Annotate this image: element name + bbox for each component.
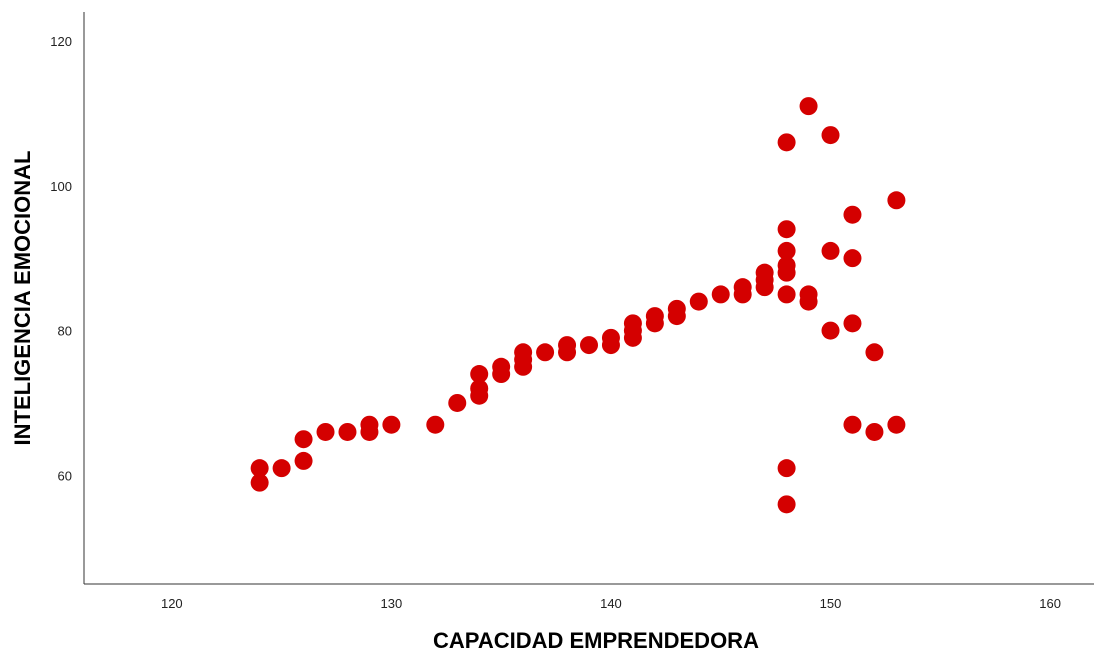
x-tick-label: 160 (1039, 596, 1061, 611)
data-point (645, 314, 664, 333)
data-point (272, 459, 291, 478)
data-point (294, 430, 313, 449)
x-tick-label: 140 (600, 596, 622, 611)
data-point (777, 263, 796, 282)
y-tick-label: 80 (58, 324, 72, 339)
data-point (777, 459, 796, 478)
data-point (865, 343, 884, 362)
data-point (338, 422, 357, 441)
data-point (843, 249, 862, 268)
data-point (558, 343, 577, 362)
data-point (711, 285, 730, 304)
y-tick-label: 100 (50, 179, 72, 194)
x-tick-labels: 120 130 140 150 160 (161, 596, 1061, 611)
data-point (601, 336, 620, 355)
data-point (250, 459, 269, 478)
data-point (733, 285, 752, 304)
data-point (843, 415, 862, 434)
data-point (799, 97, 818, 116)
data-point (580, 336, 598, 355)
data-point (623, 328, 642, 347)
x-axis-title: CAPACIDAD EMPRENDEDORA (433, 628, 759, 651)
data-point (514, 357, 533, 376)
y-tick-label: 120 (50, 34, 72, 49)
data-point (470, 386, 489, 405)
data-point (250, 473, 269, 492)
data-point (777, 285, 796, 304)
axes (83, 12, 1094, 585)
data-point (689, 292, 708, 311)
data-point (777, 241, 796, 260)
x-tick-label: 120 (161, 596, 183, 611)
data-point (887, 415, 906, 434)
x-tick-label: 130 (381, 596, 403, 611)
y-tick-label: 60 (58, 468, 72, 483)
data-point (821, 321, 840, 340)
data-point (777, 220, 796, 239)
data-point (492, 365, 511, 384)
data-point (777, 495, 796, 514)
data-point (470, 365, 489, 384)
data-point (382, 415, 401, 434)
data-point (448, 393, 467, 412)
x-tick-label: 150 (820, 596, 842, 611)
data-point (865, 422, 884, 441)
data-point (821, 241, 840, 260)
data-point (294, 451, 313, 470)
y-axis-title: INTELIGENCIA EMOCIONAL (10, 151, 35, 446)
data-point (821, 126, 840, 145)
data-points (250, 97, 906, 514)
data-point (426, 415, 445, 434)
data-point (887, 191, 906, 210)
data-point (799, 292, 818, 311)
data-point (316, 422, 335, 441)
data-point (843, 314, 862, 333)
data-point (777, 133, 796, 152)
data-point (360, 422, 379, 441)
data-point (755, 278, 774, 297)
y-tick-labels: 60 80 100 120 (50, 34, 72, 483)
data-point (536, 343, 555, 362)
data-point (843, 205, 862, 224)
data-point (667, 307, 686, 326)
